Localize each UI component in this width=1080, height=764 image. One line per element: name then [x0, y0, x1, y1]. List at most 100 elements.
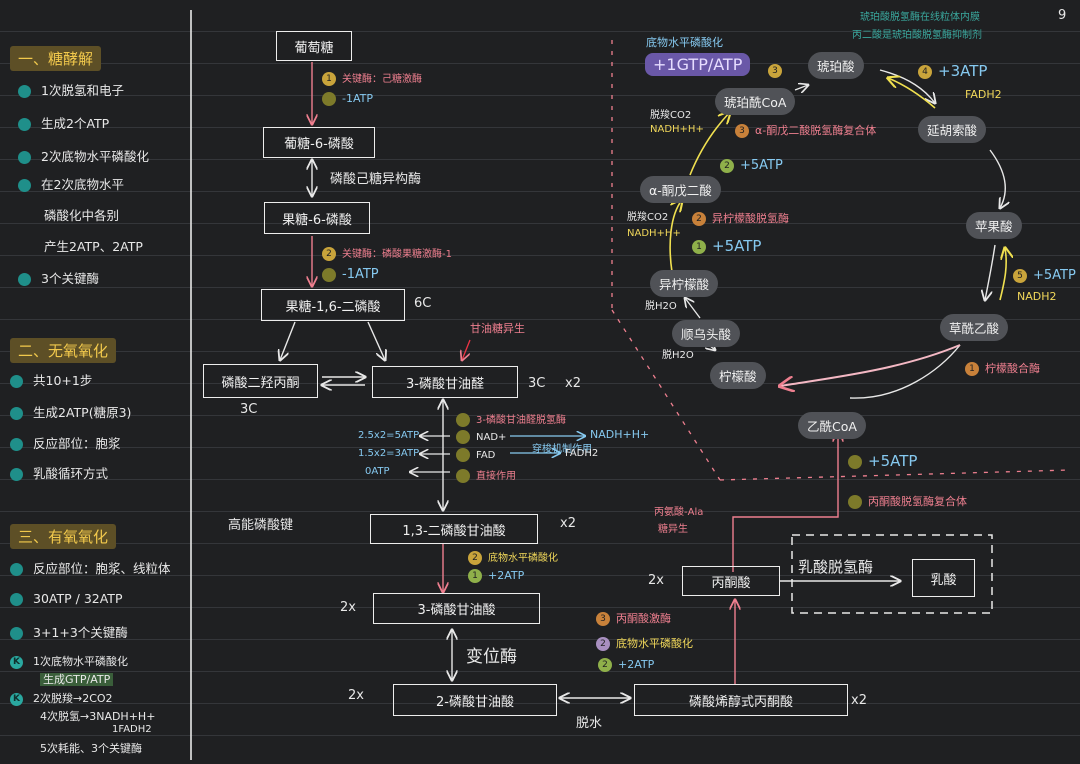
f6p-box: 果糖-6-磷酸 — [264, 202, 370, 234]
bullet-icon — [322, 92, 336, 106]
list-item: 3+1+3个关键酶 — [10, 622, 128, 641]
page-number: 9 — [1058, 8, 1067, 23]
bullet-icon — [456, 469, 470, 483]
k-icon: K — [10, 692, 23, 706]
bullet-icon — [322, 267, 336, 282]
pep-multiplier: x2 — [851, 693, 867, 708]
step1-atp: -1ATP — [322, 92, 373, 106]
list-item-continued: 生成GTP/ATP — [40, 671, 114, 687]
bpg13-box: 1,3-二磷酸甘油酸 — [370, 514, 538, 544]
bullet-icon — [18, 118, 31, 131]
step-number-icon: 5 — [1013, 268, 1027, 283]
list-item: 在2次底物水平 — [18, 174, 124, 193]
list-item: K 1次底物水平磷酸化 — [10, 653, 128, 669]
dehydrate-1: 脱H2O — [645, 301, 677, 312]
acetyl-coa: 乙酰CoA — [798, 412, 866, 439]
calc-3: 0ATP — [365, 466, 390, 477]
bullet-icon — [10, 375, 23, 388]
bullet-icon — [456, 413, 470, 427]
alanine-note: 丙氨酸-Ala — [654, 507, 704, 518]
k-icon: K — [10, 655, 23, 669]
step-number-icon: 1 — [692, 239, 706, 254]
ldh-label: 乳酸脱氢酶 — [798, 558, 874, 576]
bullet-icon — [848, 454, 862, 469]
dehydrate-2: 脱H2O — [662, 350, 694, 361]
acetyl-atp: +5ATP — [848, 452, 917, 470]
isomerase-label: 磷酸己糖异构酶 — [330, 172, 422, 187]
pyruvate-multiplier: 2x — [648, 573, 664, 588]
step-number-icon: 3 — [596, 612, 610, 626]
g3p-dehydrogenase: 3-磷酸甘油醛脱氢酶 — [456, 411, 566, 427]
step-number-icon: 1 — [965, 362, 979, 376]
step2-enzyme: 2 关键酶：磷酸果糖激酶-1 — [322, 245, 452, 261]
bullet-icon — [10, 627, 23, 640]
step-number-icon: 4 — [918, 64, 932, 79]
lactate-box: 乳酸 — [912, 559, 975, 597]
nadh-1: NADH+H+ — [627, 228, 681, 239]
step-number-icon: 1 — [468, 569, 482, 583]
list-item-continued: 产生2ATP、2ATP — [44, 239, 143, 254]
list-item: 1次脱氢和电子 — [18, 80, 124, 99]
bullet-icon — [10, 563, 23, 576]
step-number-icon: 3 — [735, 124, 749, 138]
high-energy-label: 高能磷酸键 — [228, 518, 294, 533]
nadh-label: NADH+H+ — [590, 428, 650, 441]
malate-atp: 5 +5ATP — [1013, 268, 1076, 283]
g3p-box: 3-磷酸甘油醛 — [372, 366, 518, 398]
mutase-label: 变位酶 — [466, 647, 517, 667]
cis-aconitate: 顺乌头酸 — [672, 320, 741, 347]
co2-2: 脱羧CO2 — [650, 110, 692, 121]
section-title-glycolysis: 一、糖酵解 — [10, 46, 102, 71]
pyruvate-kinase: 3 丙酮酸激酶 — [596, 610, 671, 626]
list-item: 3个关键酶 — [18, 268, 99, 287]
glucose-box: 葡萄糖 — [276, 31, 352, 61]
list-item-continued: 5次耗能、3个关键酶 — [40, 742, 142, 755]
citrate-synthase: 1 柠檬酸合酶 — [965, 360, 1040, 376]
dehydrate-label: 脱水 — [576, 716, 603, 731]
succinyl-coa: 琥珀酰CoA — [715, 88, 796, 115]
dhap-carbon-note: 3C — [240, 402, 258, 417]
list-item-continued: 4次脱氢→3NADH+H+ — [40, 710, 156, 723]
top-note-2: 丙二酸是琥珀酸脱氢酶抑制剂 — [852, 30, 982, 41]
list-item: 共10+1步 — [10, 370, 92, 389]
sub-phos-2: 2 底物水平磷酸化 — [596, 635, 693, 651]
section-title-anaerobic: 二、无氧氧化 — [10, 338, 117, 363]
nad-line: NAD+ — [456, 430, 506, 444]
step-number-icon: 2 — [598, 658, 612, 672]
step-number-icon: 2 — [692, 212, 706, 226]
section-title-aerobic: 三、有氧氧化 — [10, 524, 117, 549]
isocitrate: 异柠檬酸 — [650, 270, 719, 297]
citrate: 柠檬酸 — [710, 362, 766, 389]
succ-atp: 4 +3ATP — [918, 62, 987, 80]
pg2-box: 2-磷酸甘油酸 — [393, 684, 557, 716]
fadh2-label: FADH2 — [565, 448, 599, 459]
malate-nadh: NADH2 — [1017, 290, 1057, 303]
list-item: K 2次脱羧→2CO2 — [10, 690, 113, 706]
step2-atp: -1ATP — [322, 267, 379, 282]
f16bp-box: 果糖-1,6-二磷酸 — [261, 289, 405, 321]
pg3-multiplier: 2x — [340, 600, 356, 615]
step-number-icon: 1 — [322, 72, 336, 86]
alanine-note-2: 糖异生 — [658, 524, 688, 535]
list-item: 2次底物水平磷酸化 — [18, 146, 149, 165]
calc-1: 2.5x2=5ATP — [358, 430, 420, 441]
step3-marker: 3 — [768, 60, 788, 79]
g6p-box: 葡糖-6-磷酸 — [263, 127, 375, 158]
top-note-1: 琥珀酸脱氢酶在线粒体内膜 — [860, 12, 980, 23]
bullet-icon — [18, 85, 31, 98]
plus2atp-1: 1 +2ATP — [468, 569, 524, 583]
glycerol-gluconeogenesis-note: 甘油糖异生 — [470, 322, 525, 335]
step-number-icon: 2 — [720, 158, 734, 173]
pg2-multiplier: 2x — [348, 688, 364, 703]
fadh2: FADH2 — [965, 88, 1002, 101]
direct-label: 直接作用 — [456, 467, 516, 483]
bullet-icon — [456, 448, 470, 462]
pg3-box: 3-磷酸甘油酸 — [373, 593, 540, 624]
alpha-kg: α-酮戊二酸 — [640, 176, 721, 203]
tca-sub-phos: 底物水平磷酸化 — [646, 36, 723, 49]
step-number-icon: 2 — [322, 247, 336, 261]
list-item: 30ATP / 32ATP — [10, 591, 122, 606]
bullet-icon — [10, 438, 23, 451]
co2-1: 脱羧CO2 — [627, 212, 669, 223]
